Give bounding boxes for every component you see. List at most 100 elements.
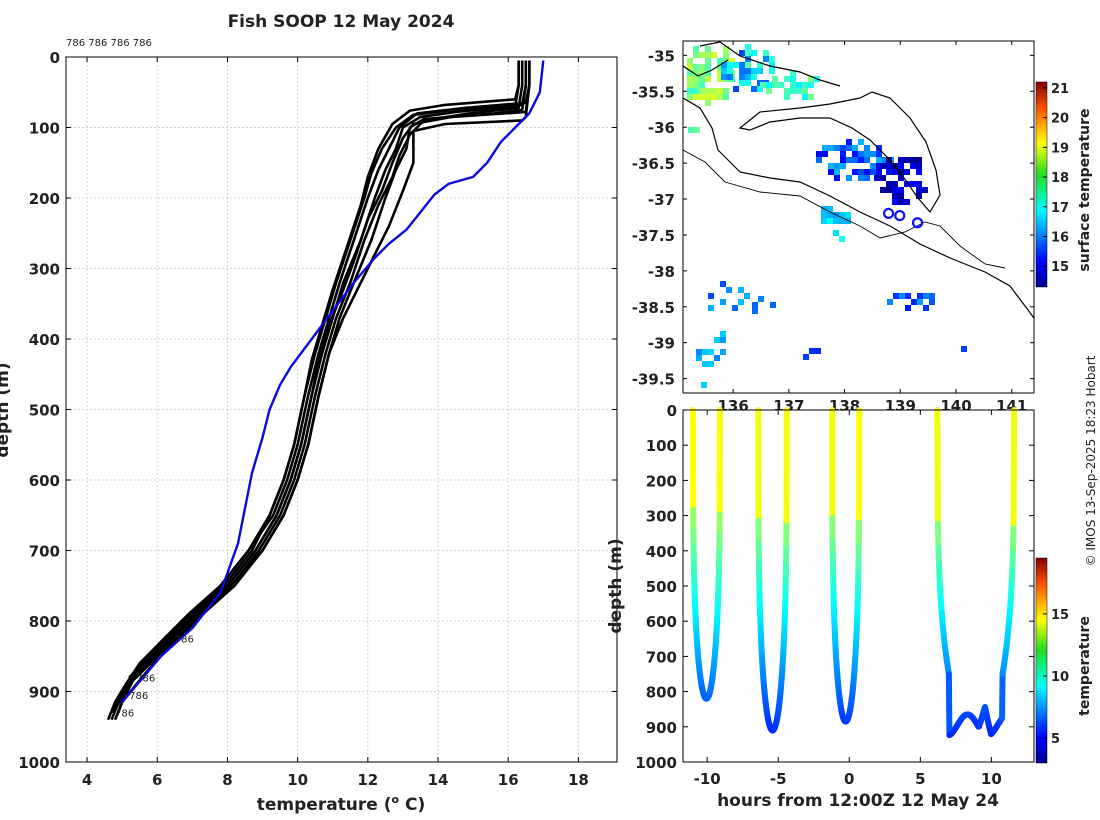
sst-pixel bbox=[834, 145, 840, 151]
climatology-line bbox=[121, 60, 545, 703]
sst-pixel bbox=[833, 230, 839, 236]
sst-pixel bbox=[923, 305, 929, 311]
profile-y-tick-label: 0 bbox=[50, 49, 60, 67]
coastline bbox=[682, 41, 1035, 319]
station-marker bbox=[911, 217, 924, 229]
section-x-tick-label: 0 bbox=[844, 770, 854, 788]
station-marker bbox=[894, 209, 906, 222]
sst-pixel bbox=[702, 349, 708, 355]
sst-pixel bbox=[721, 68, 727, 74]
sst-pixel bbox=[745, 50, 751, 56]
section-y-tick-label: 600 bbox=[646, 613, 677, 631]
sst-pixel bbox=[910, 181, 916, 187]
section-y-label: depth (m) bbox=[606, 538, 626, 633]
section-y-tick-label: 400 bbox=[646, 543, 677, 561]
sst-pixel bbox=[892, 199, 898, 205]
sst-pixel bbox=[821, 218, 827, 224]
sst-pixel bbox=[705, 70, 711, 76]
sst-pixel bbox=[693, 70, 699, 76]
profile-y-tick-label: 900 bbox=[29, 684, 60, 702]
sst-pixel bbox=[693, 76, 699, 82]
sst-pixel bbox=[705, 64, 711, 70]
sst-pixel bbox=[898, 199, 904, 205]
section-x-tick-label: -10 bbox=[694, 770, 721, 788]
sst-pixel bbox=[687, 82, 693, 88]
sst-pixel bbox=[726, 287, 732, 293]
sst-pixel bbox=[687, 64, 693, 70]
sst-pixel bbox=[693, 82, 699, 88]
sst-pixel bbox=[961, 346, 967, 352]
map-y-tick-label: -39 bbox=[648, 335, 675, 353]
sst-pixel bbox=[751, 74, 757, 80]
sst-pixel bbox=[886, 169, 892, 175]
sst-pixel bbox=[708, 361, 714, 367]
section-plot: -10 -5 0 5 100100200300400500600700800900100… bbox=[606, 402, 1093, 811]
sst-pixel bbox=[840, 163, 846, 169]
sst-pixel bbox=[893, 293, 899, 299]
sst-pixel bbox=[802, 82, 808, 88]
sst-pixel bbox=[858, 169, 864, 175]
section-ticks: -10 -5 0 5 100100200300400500600700800900100… bbox=[635, 402, 1034, 788]
sst-pixel bbox=[852, 169, 858, 175]
profile-labels: 786 786 786 786 bbox=[115, 635, 194, 720]
sst-colorbar-tick-label: 16 bbox=[1051, 230, 1069, 245]
sst-pixel bbox=[917, 299, 923, 305]
sst-pixel bbox=[714, 355, 720, 361]
sst-colorbar-tick-label: 20 bbox=[1051, 112, 1069, 127]
sst-pixel bbox=[892, 169, 898, 175]
sst-pixel bbox=[840, 157, 846, 163]
sst-pixel bbox=[886, 187, 892, 193]
sst-pixel bbox=[916, 157, 922, 163]
sst-pixel bbox=[876, 163, 882, 169]
sst-pixels bbox=[687, 44, 967, 388]
sst-pixel bbox=[864, 169, 870, 175]
sst-pixel bbox=[739, 50, 745, 56]
sst-map: -35 -35.5 -36 -36.5 -37 -37.5 -38 -38.5 -39 -39.5… bbox=[632, 40, 1093, 415]
sst-pixel bbox=[699, 82, 705, 88]
sst-pixel bbox=[745, 62, 751, 68]
sst-pixel bbox=[886, 181, 892, 187]
map-y-tick-label: -35.5 bbox=[632, 83, 675, 101]
profile-y-tick-label: 1000 bbox=[18, 754, 60, 772]
sst-pixel bbox=[751, 86, 757, 92]
sst-pixel bbox=[898, 193, 904, 199]
profile-y-tick-label: 200 bbox=[29, 190, 60, 208]
sst-pixel bbox=[711, 88, 717, 94]
sst-pixel bbox=[723, 46, 729, 52]
profile-end-label: 786 bbox=[115, 709, 134, 720]
sst-pixel bbox=[846, 139, 852, 145]
sst-pixel bbox=[758, 296, 764, 302]
sst-pixel bbox=[699, 88, 705, 94]
sst-pixel bbox=[717, 70, 723, 76]
sst-pixel bbox=[693, 94, 699, 100]
profile-x-tick-label: 18 bbox=[568, 771, 589, 789]
sst-pixel bbox=[816, 151, 822, 157]
section-casts bbox=[689, 407, 1018, 739]
sst-pixel bbox=[904, 157, 910, 163]
sst-pixel bbox=[784, 94, 790, 100]
sst-pixel bbox=[727, 68, 733, 74]
sst-pixel bbox=[763, 56, 769, 62]
sst-pixel bbox=[834, 175, 840, 181]
map-y-tick-label: -37.5 bbox=[632, 227, 675, 245]
sst-pixel bbox=[687, 58, 693, 64]
sst-pixel bbox=[720, 281, 726, 287]
profile-line bbox=[124, 60, 531, 696]
sst-pixel bbox=[772, 82, 778, 88]
sst-pixel bbox=[705, 88, 711, 94]
sst-pixel bbox=[708, 293, 714, 299]
sst-pixel bbox=[699, 64, 705, 70]
sst-pixel bbox=[904, 169, 910, 175]
sst-pixel bbox=[727, 74, 733, 80]
sst-pixel bbox=[886, 157, 892, 163]
profile-y-tick-label: 400 bbox=[29, 331, 60, 349]
sst-pixel bbox=[828, 163, 834, 169]
sst-pixel bbox=[880, 187, 886, 193]
sst-pixel bbox=[751, 50, 757, 56]
sst-pixel bbox=[808, 82, 814, 88]
map-axes-frame bbox=[682, 40, 1035, 394]
sst-pixel bbox=[870, 169, 876, 175]
section-x-tick-label: 5 bbox=[915, 770, 925, 788]
sst-pixel bbox=[852, 145, 858, 151]
sst-pixel bbox=[802, 88, 808, 94]
